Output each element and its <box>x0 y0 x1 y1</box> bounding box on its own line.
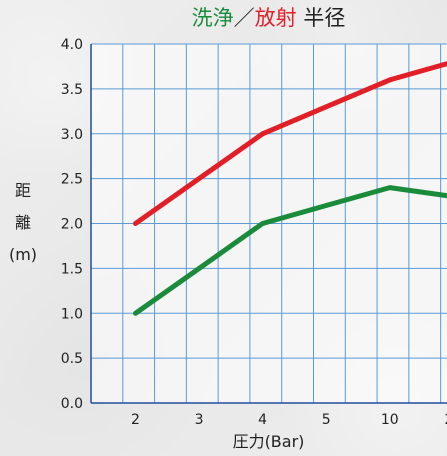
x-tick-label: 2 <box>131 412 140 428</box>
x-tick-label: 5 <box>322 412 331 428</box>
x-tick-label: 20 <box>444 412 447 428</box>
y-label-char-3: (m) <box>8 245 38 264</box>
title-red: 放射 <box>254 6 297 30</box>
series-line-red <box>133 61 447 226</box>
title-green: 洗浄 <box>191 6 234 30</box>
y-tick-label: 2.0 <box>61 217 83 233</box>
y-label-char-1: 距 <box>14 181 31 200</box>
y-tick-label: 3.0 <box>61 127 83 143</box>
y-tick-label: 0.5 <box>61 351 83 367</box>
title-separator: ／ <box>233 6 255 30</box>
y-tick-label: 1.5 <box>61 261 83 277</box>
chart-title: 洗浄／放射 半径 <box>0 4 447 32</box>
y-tick-label: 0.0 <box>61 396 83 412</box>
y-tick-label: 2.5 <box>61 172 83 188</box>
y-tick-label: 3.5 <box>61 82 83 98</box>
y-label-char-2: 離 <box>14 213 31 232</box>
y-tick-label: 4.0 <box>61 37 83 53</box>
x-tick-label: 10 <box>381 412 399 428</box>
series-line-green <box>133 185 447 316</box>
y-tick-label: 1.0 <box>61 306 83 322</box>
x-tick-label: 4 <box>258 412 267 428</box>
x-tick-label: 3 <box>195 412 204 428</box>
title-suffix: 半径 <box>296 6 346 30</box>
y-axis-label: 距 離 (m) <box>6 182 40 278</box>
x-axis-label: 圧力(Bar) <box>232 432 305 451</box>
